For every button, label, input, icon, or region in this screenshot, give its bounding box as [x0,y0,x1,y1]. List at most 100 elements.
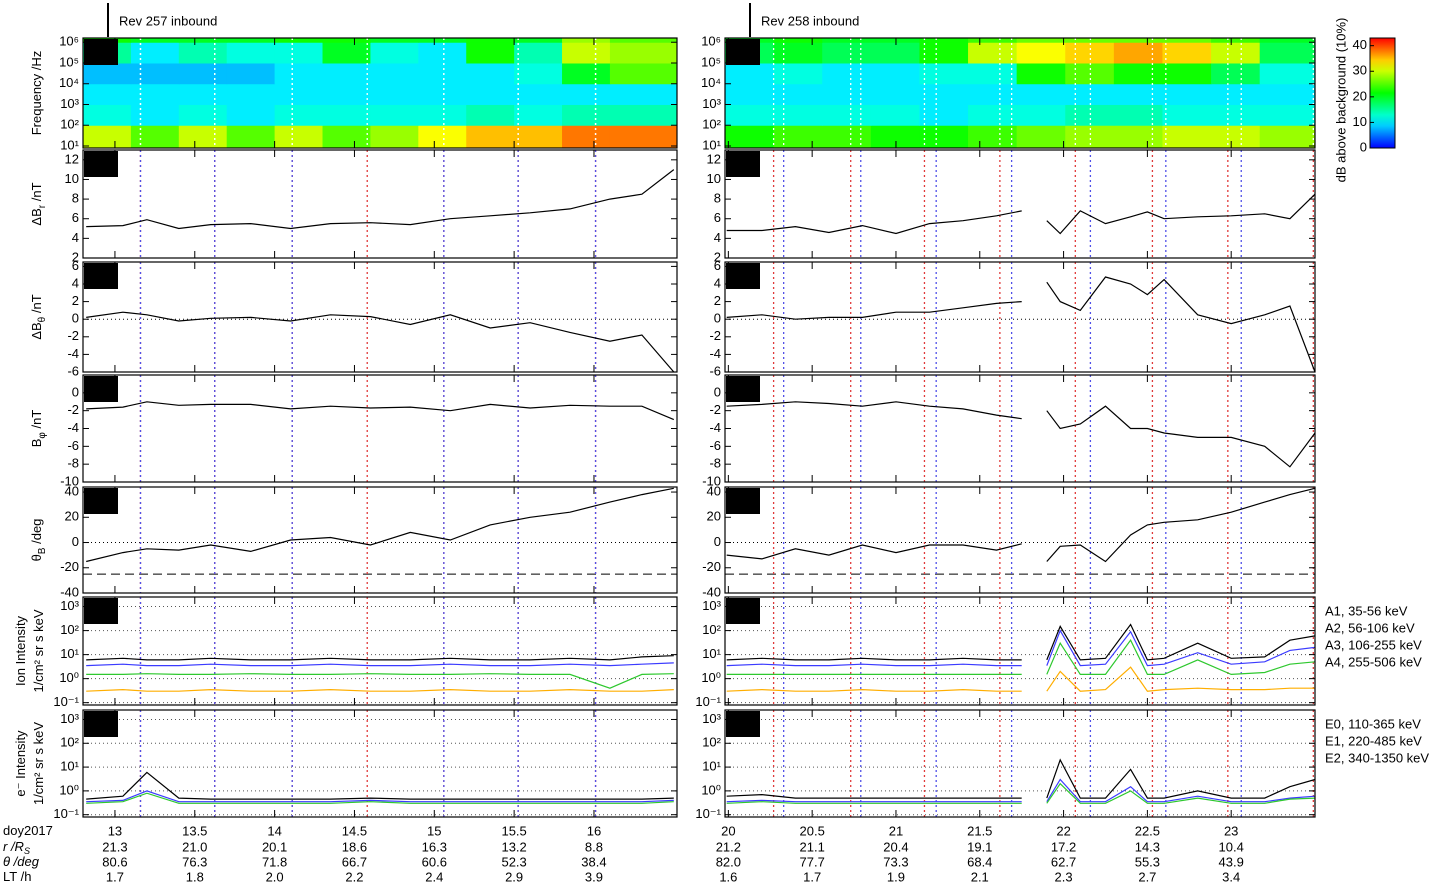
y-tick-label: -4 [67,420,79,435]
y-tick-label: 8 [714,191,721,206]
ephemeris-value: 82.0 [716,854,741,869]
x-tick-label: 15 [427,823,441,838]
y-tick-label: 10⁰ [701,670,721,685]
y-axis-label: ΔBθ /nT [29,294,47,339]
y-tick-label: 10² [702,622,721,637]
y-tick-label: 6 [72,210,79,225]
y-tick-label: 10⁻¹ [53,806,79,821]
series-line [86,401,675,421]
spectrogram-cell [609,83,678,105]
ephemeris-value: 66.7 [342,854,367,869]
spectrogram-cell [226,42,276,64]
spectrogram-cell [1211,62,1261,85]
table-row-label: r /RS [3,839,30,856]
spectrogram-cell [609,104,678,126]
spectrogram-cell [968,42,1018,64]
panel-letter: (b) [93,156,109,171]
ephemeris-value: 43.9 [1219,854,1244,869]
y-tick-label: 10⁴ [701,75,721,90]
spectrogram-cell [1016,83,1066,105]
table-row-label: LT /h [3,869,31,884]
x-tick-label: 15.5 [501,823,526,838]
y-tick-label: -4 [67,346,79,361]
spectrogram-cell [322,125,371,149]
spectrogram-cell [968,38,1018,43]
panel: 10⁻¹ 10⁰ 10¹ 10² 10³ (m) [695,596,1316,709]
panel-letter: (m) [733,603,753,618]
spectrogram-cell [562,42,611,64]
spectrogram-cell [822,104,872,126]
spectrogram-cell [226,125,276,149]
spectrogram-cell [822,125,872,149]
spectrogram-cell [562,125,611,149]
series-line [86,771,674,800]
spectrogram-cell [1259,125,1316,149]
y-tick-label: -8 [709,456,721,471]
colorbar [1369,37,1396,149]
panel-frame [82,596,678,706]
y-tick-label: -6 [709,438,721,453]
panel-frame [724,149,1316,259]
y-tick-label: 10⁴ [59,75,79,90]
panel-letter-box [84,598,118,624]
x-tick-label: 14 [267,823,281,838]
y-tick-label: 6 [714,210,721,225]
y-tick-label: 2 [72,293,79,308]
spectrogram-cell [968,83,1018,105]
panel-letter: (g) [93,716,109,731]
panel-letter: (n) [735,716,751,731]
spectrogram-cell [870,104,920,126]
y-tick-label: 10¹ [702,137,721,152]
spectrogram-cell [1162,62,1212,85]
panel-letter-box [726,711,760,737]
table-row-label-part: θ /deg [3,854,40,869]
ephemeris-value: 2.7 [1138,869,1156,884]
panel-letter-box [84,263,118,289]
y-axis-label-part: Frequency /Hz [29,51,44,136]
spectrogram-cell [418,83,467,105]
spectrogram-cell [370,104,419,126]
spectrogram-cell [968,125,1018,149]
spectrogram-cell [322,38,371,43]
ephemeris-value: 62.7 [1051,854,1076,869]
y-tick-label: 4 [714,275,721,290]
spectrogram-cell [1016,62,1066,85]
series-line [726,276,1316,373]
series-line [86,792,674,804]
y-tick-label: 10 [65,171,79,186]
panel-letter: (a) [93,44,109,59]
spectrogram-cell [1162,125,1212,149]
spectrogram-cell [773,42,823,64]
y-tick-label: 10¹ [60,137,79,152]
y-tick-label: 10⁻¹ [695,806,721,821]
ephemeris-value: 18.6 [342,839,367,854]
y-tick-label: 0 [72,534,79,549]
panel: 10⁻¹ 10⁰ 10¹ 10² 10³ (f) [53,596,678,709]
x-tick-label: 22.5 [1135,823,1160,838]
series-line [726,666,1315,692]
ephemeris-value: 2.1 [971,869,989,884]
panel-letter-box [726,598,760,624]
y-tick-label: 10³ [60,598,79,613]
panel-frame [82,374,678,483]
table-row-label: θ /deg [3,854,40,869]
spectrogram-cell [1016,42,1066,64]
spectrogram-cell [725,104,775,126]
y-tick-label: -20 [702,559,721,574]
y-tick-label: 12 [707,151,721,166]
series-line [86,688,674,692]
y-tick-label: 12 [65,151,79,166]
colorbar-tick-label: 40 [1353,37,1367,52]
panel: 10¹ 10² 10³ 10⁴ 10⁵ 10⁶ (a) [59,34,678,152]
y-tick-label: -6 [67,438,79,453]
spectrogram-cell [514,125,563,149]
series-line [726,629,1316,667]
y-axis-label: θB /deg [29,519,47,562]
y-tick-label: 10² [702,117,721,132]
panel-frame [724,37,1316,149]
series-line [726,639,1316,676]
x-tick-label: 21 [889,823,903,838]
panel-frame [724,486,1316,594]
spectrogram-cell [274,38,324,43]
y-tick-label: 8 [72,191,79,206]
